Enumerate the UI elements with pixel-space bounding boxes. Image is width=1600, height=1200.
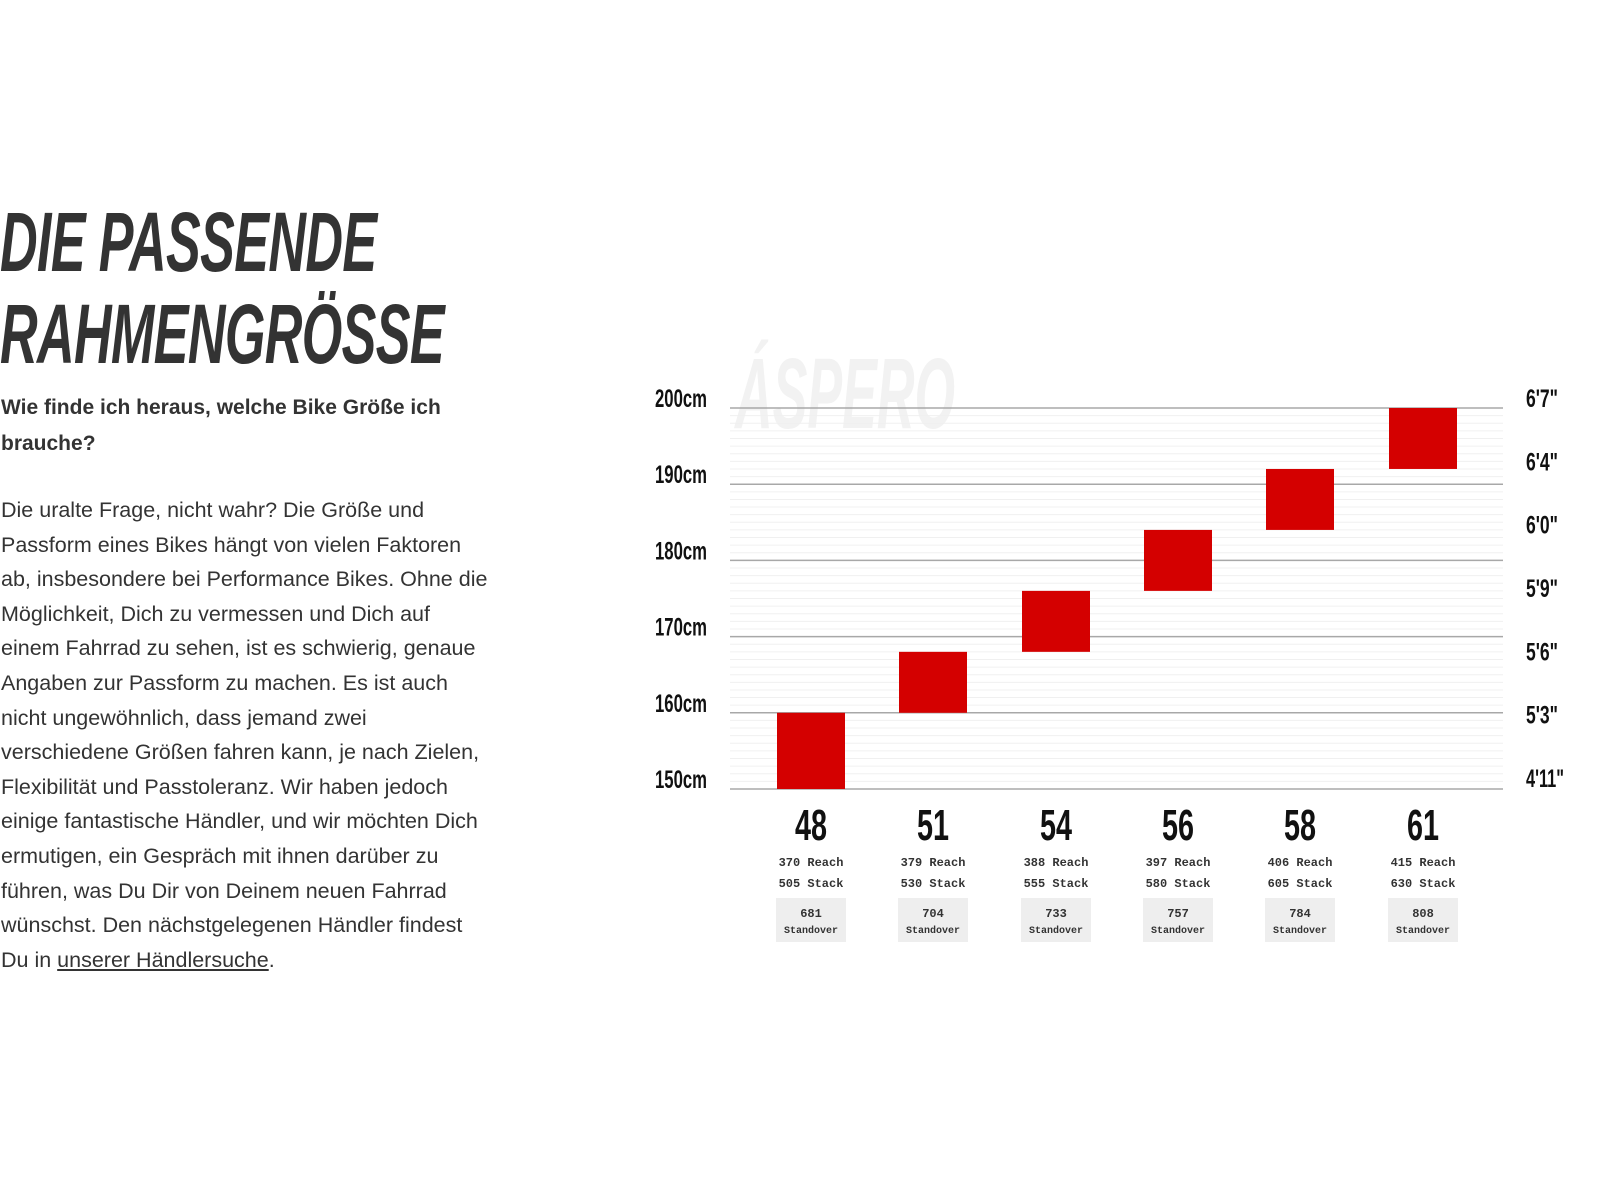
reach-value: 415 Reach [1391,856,1456,870]
y-tick-label-right: 5'9" [1526,575,1558,603]
stack-value: 605 Stack [1268,877,1333,891]
standover-label: Standover [906,925,960,937]
y-tick-label-left: 150cm [655,766,707,794]
subheading: Wie finde ich heraus, welche Bike Größe … [1,396,441,455]
standover-box [776,898,846,942]
size-range-bar [899,651,967,713]
stack-value: 580 Stack [1146,877,1211,891]
standover-box [1021,898,1091,942]
body-line: Die uralte Frage, nicht wahr? Die Größe … [1,498,425,522]
body-text: Die uralte Frage, nicht wahr? Die Größe … [1,493,487,977]
reach-value: 397 Reach [1146,856,1211,870]
standover-box [1143,898,1213,942]
frame-size-label: 58 [1284,801,1316,850]
y-tick-label-right: 6'0" [1526,512,1558,540]
size-range-bar [1022,590,1090,652]
dealer-search-link[interactable]: unserer Händlersuche [57,947,269,972]
standover-label: Standover [1273,925,1327,937]
size-range-bar [777,712,845,789]
size-range-bar [1144,529,1212,591]
standover-value: 808 [1412,907,1434,921]
body-line: nicht ungewöhnlich, dass jemand zwei [1,705,367,730]
frame-size-label: 61 [1407,801,1439,850]
stack-value: 555 Stack [1024,877,1089,891]
y-tick-label-left: 170cm [655,614,707,642]
size-range-bar [1389,408,1457,469]
reach-value: 379 Reach [901,856,966,870]
body-line: ab, insbesondere bei Performance Bikes. … [1,567,488,592]
y-tick-label-left: 200cm [655,385,707,413]
body-line: Angaben zur Passform zu machen. Es ist a… [1,670,448,695]
reach-value: 388 Reach [1024,856,1089,870]
body-line: Passform eines Bikes hängt von vielen Fa… [1,532,462,557]
standover-label: Standover [1151,925,1205,937]
y-tick-label-left: 180cm [655,537,707,565]
body-line: wünschst. Den nächstgelegenen Händler fi… [1,913,463,938]
page-title: DIE PASSENDE RAHMENGRÖSSE [0,195,445,381]
y-tick-label-right: 5'6" [1526,638,1558,666]
frame-size-label: 56 [1162,801,1194,850]
standover-value: 733 [1045,907,1067,921]
stack-value: 630 Stack [1391,877,1456,891]
y-tick-label-left: 160cm [655,690,707,718]
body-line: ermutigen, ein Gespräch mit ihnen darübe… [1,843,439,868]
body-line: führen, was Du Dir von Deinem neuen Fahr… [1,878,447,903]
body-last-suffix: . [268,947,275,972]
y-tick-label-right: 6'7" [1526,385,1558,413]
standover-value: 757 [1167,907,1189,921]
y-tick-label-right: 4'11" [1526,765,1564,793]
body-last-prefix: Du in [1,947,58,972]
standover-label: Standover [784,925,838,937]
stack-value: 505 Stack [779,877,844,891]
frame-size-label: 54 [1040,801,1072,850]
title-line-2: RAHMENGRÖSSE [0,287,445,381]
frame-size-label: 48 [795,801,827,850]
standover-label: Standover [1029,925,1083,937]
size-range-bar [1266,468,1334,530]
standover-box [1265,898,1335,942]
body-line: Möglichkeit, Dich zu vermessen und Dich … [1,601,430,626]
y-tick-label-right: 5'3" [1526,702,1558,730]
title-line-1: DIE PASSENDE [0,195,377,289]
body-line: einige fantastische Händler, und wir möc… [1,809,478,834]
body-last-line: Du in unserer Händlersuche. [1,943,487,978]
stack-value: 530 Stack [901,877,966,891]
y-tick-label-right: 6'4" [1526,448,1558,476]
y-tick-label-left: 190cm [655,461,707,489]
body-line: verschiedene Größen fahren kann, je nach… [1,740,480,765]
watermark-logo: ÁSPERO [733,338,955,450]
reach-value: 370 Reach [779,856,844,870]
standover-box [898,898,968,942]
body-line: einem Fahrrad zu sehen, ist es schwierig… [1,636,476,661]
reach-value: 406 Reach [1268,856,1333,870]
frame-size-label: 51 [917,801,949,850]
standover-value: 704 [922,907,944,921]
body-line: Flexibilität und Passtoleranz. Wir haben… [1,774,448,799]
standover-value: 784 [1289,907,1311,921]
standover-box [1388,898,1458,942]
standover-value: 681 [800,907,822,921]
standover-label: Standover [1396,925,1450,937]
